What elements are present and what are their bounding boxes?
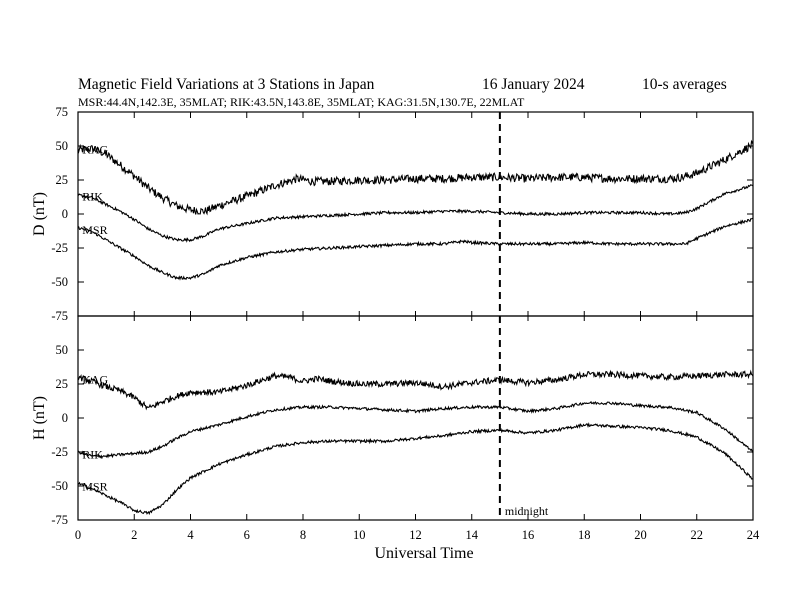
series-D-RIK [77,184,754,243]
series-H-MSR [77,422,754,516]
series-label-H-KAG: KAG [82,373,108,387]
y-tick-label-D: -50 [51,275,68,289]
panel-D: 75 50 25 0 -25 -50 -75 D (nT) KAG RIK MSR [31,105,754,323]
x-tick-label: 2 [131,528,137,542]
x-axis-label: Universal Time [374,545,473,562]
y-tick-label-D: 0 [62,207,68,221]
x-tick-label: 4 [187,528,194,542]
midnight-label: midnight [505,504,549,518]
chart-averaging: 10-s averages [642,76,727,93]
x-tick-label: 10 [353,528,366,542]
series-label-H-RIK: RIK [82,447,103,461]
chart-title: Magnetic Field Variations at 3 Stations … [78,76,375,93]
x-tick-label: 24 [747,528,760,542]
y-tick-label-D: -75 [51,309,68,323]
y-tick-label-H: -25 [51,445,68,459]
series-label-D-RIK: RIK [82,190,103,204]
x-tick-label: 20 [634,528,647,542]
y-tick-label-H: 50 [56,343,69,357]
series-H-RIK [77,400,754,459]
series-label-H-MSR: MSR [82,480,107,494]
x-tick-label: 18 [578,528,591,542]
x-tick-label: 16 [522,528,535,542]
y-tick-label-D: -25 [51,241,68,255]
y-tick-label-D: 75 [56,105,69,119]
chart-subtitle: MSR:44.4N,142.3E, 35MLAT; RIK:43.5N,143.… [78,95,525,109]
y-axis-label-D: D (nT) [31,192,48,236]
x-tick-label: 12 [409,528,422,542]
plot-panels: 75 50 25 0 -25 -50 -75 D (nT) KAG RIK MSR 50 25 0 -25 -… [31,105,754,527]
panel-H: 50 25 0 -25 -50 -75 H (nT) KAG RIK MSR [31,315,754,527]
x-tick-label: 0 [75,528,81,542]
x-tick-label: 6 [244,528,250,542]
y-tick-label-D: 50 [56,139,69,153]
x-tick-label: 14 [466,528,479,542]
panel-H-frame [77,315,754,521]
series-label-D-KAG: KAG [82,142,108,156]
x-tick-label: 8 [300,528,306,542]
series-D-MSR [77,217,754,281]
x-tick-label: 22 [691,528,704,542]
y-tick-label-H: 25 [56,377,69,391]
y-tick-label-H: 0 [62,411,68,425]
series-D-KAG [77,139,754,216]
y-tick-label-D: 25 [56,173,69,187]
chart-date: 16 January 2024 [482,76,585,93]
y-tick-label-H: -50 [51,479,68,493]
y-tick-label-H: -75 [51,513,68,527]
series-label-D-MSR: MSR [82,223,107,237]
y-axis-label-H: H (nT) [31,396,48,440]
series-H-KAG [77,369,754,411]
